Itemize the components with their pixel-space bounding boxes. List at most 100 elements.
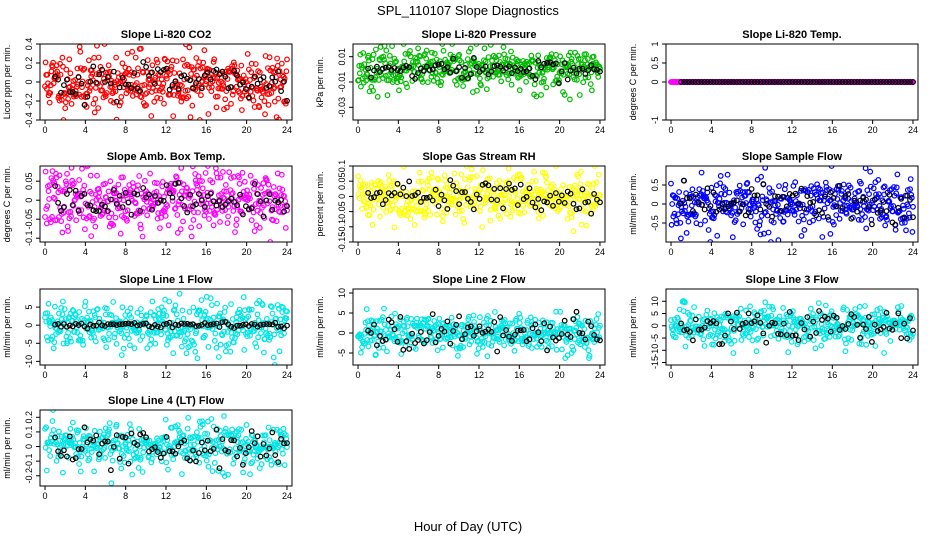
- data-point: [470, 167, 475, 172]
- data-point: [68, 427, 73, 432]
- data-point: [690, 187, 695, 192]
- data-point: [139, 307, 144, 312]
- data-point: [95, 173, 100, 178]
- data-point: [284, 69, 289, 74]
- panel-y-axis-label: Licor ppm per min.: [2, 45, 12, 120]
- data-point: [748, 304, 753, 309]
- reference-point: [448, 178, 453, 183]
- data-point: [47, 100, 52, 105]
- data-point: [586, 348, 591, 353]
- data-point: [68, 71, 73, 76]
- data-point: [77, 310, 82, 315]
- data-point: [733, 205, 738, 210]
- data-point: [692, 305, 697, 310]
- data-point: [47, 197, 52, 202]
- data-point: [234, 223, 239, 228]
- data-point: [488, 218, 493, 223]
- data-point: [133, 55, 138, 60]
- data-point: [465, 57, 470, 62]
- x-tick-label: 16: [201, 370, 211, 380]
- x-tick-label: 12: [161, 247, 171, 257]
- data-point: [359, 350, 364, 355]
- data-point: [92, 428, 97, 433]
- data-point: [699, 170, 704, 175]
- data-point: [384, 48, 389, 53]
- y-tick-label: 0.1: [337, 160, 347, 173]
- data-point: [43, 169, 48, 174]
- data-point: [802, 228, 807, 233]
- x-tick-label: 0: [669, 125, 674, 135]
- data-point: [218, 220, 223, 225]
- data-point: [426, 80, 431, 85]
- data-point: [271, 355, 276, 360]
- data-point: [132, 346, 137, 351]
- data-point: [539, 93, 544, 98]
- data-point: [140, 470, 145, 475]
- data-point: [262, 99, 267, 104]
- data-point: [731, 235, 736, 240]
- data-point: [130, 472, 135, 477]
- data-point: [178, 227, 183, 232]
- data-point: [262, 350, 267, 355]
- data-point: [499, 79, 504, 84]
- data-point: [725, 172, 730, 177]
- y-tick-label: 0: [650, 201, 660, 206]
- data-point: [78, 50, 83, 55]
- data-point: [508, 214, 513, 219]
- data-point: [509, 82, 514, 87]
- data-point: [171, 114, 176, 119]
- data-point: [275, 56, 280, 61]
- data-point: [227, 170, 232, 175]
- data-point: [93, 224, 98, 229]
- data-point: [418, 170, 423, 175]
- x-tick-label: 16: [514, 247, 524, 257]
- x-tick-label: 20: [242, 247, 252, 257]
- data-point: [164, 314, 169, 319]
- data-point: [493, 310, 498, 315]
- data-point: [65, 224, 70, 229]
- data-point: [60, 55, 65, 60]
- data-point: [869, 217, 874, 222]
- data-point: [189, 225, 194, 230]
- data-point: [143, 179, 148, 184]
- panel-title: Slope Li-820 Pressure: [422, 29, 537, 41]
- data-point: [387, 179, 392, 184]
- data-point: [241, 295, 246, 300]
- data-point: [137, 427, 142, 432]
- data-point: [240, 108, 245, 113]
- y-tick-label: -0.05: [24, 209, 34, 230]
- reference-point: [911, 328, 916, 333]
- data-point: [367, 323, 372, 328]
- data-point: [245, 52, 250, 57]
- x-tick-label: 8: [123, 125, 128, 135]
- y-tick-label: 0: [24, 323, 34, 328]
- data-point: [270, 311, 275, 316]
- data-point: [828, 232, 833, 237]
- data-point: [506, 166, 511, 171]
- data-point: [213, 339, 218, 344]
- data-point: [180, 308, 185, 313]
- data-point: [266, 182, 271, 187]
- data-point: [393, 311, 398, 316]
- data-point: [366, 344, 371, 349]
- data-point: [706, 228, 711, 233]
- x-tick-label: 24: [595, 125, 605, 135]
- data-point: [239, 63, 244, 68]
- data-point: [251, 98, 256, 103]
- data-point: [224, 183, 229, 188]
- data-point: [113, 215, 118, 220]
- reference-point: [758, 207, 763, 212]
- data-point: [248, 174, 253, 179]
- y-tick-label: -0.05: [337, 201, 347, 222]
- data-point: [51, 346, 56, 351]
- data-point: [92, 110, 97, 115]
- data-point: [199, 298, 204, 303]
- data-point: [910, 230, 915, 235]
- data-point: [713, 336, 718, 341]
- data-point: [517, 321, 522, 326]
- panel-y-axis-label: degrees C per min.: [628, 44, 638, 121]
- data-point: [74, 218, 79, 223]
